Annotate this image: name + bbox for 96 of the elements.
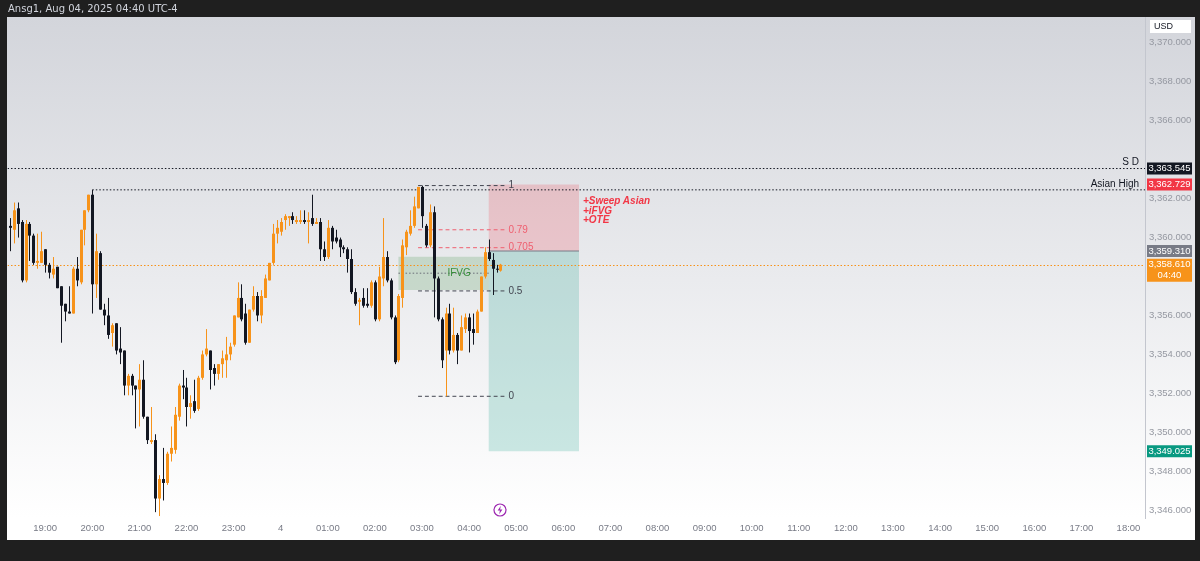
candlestick — [472, 313, 475, 346]
series-label: 1 — [508, 179, 515, 191]
candlestick — [111, 322, 114, 348]
x-tick-label: 10:00 — [739, 522, 764, 534]
x-tick-label: 02:00 — [363, 522, 387, 534]
x-tick-label: 05:00 — [504, 522, 529, 534]
candlestick — [201, 350, 204, 381]
y-tick-label: 3,362.000 — [1149, 192, 1192, 204]
y-tick-label: 3,352.000 — [1149, 386, 1192, 398]
y-tick-label: 3,346.000 — [1149, 503, 1192, 515]
candlestick — [150, 406, 153, 445]
candlestick — [131, 373, 134, 396]
candlestick — [362, 287, 365, 309]
legend-label: IFVG — [447, 267, 471, 279]
x-tick-label: 06:00 — [551, 522, 576, 534]
x-tick-label: 16:00 — [1022, 522, 1047, 534]
series-label: 0 — [508, 390, 515, 402]
x-tick-label: 15:00 — [975, 522, 1000, 534]
candlestick — [256, 291, 259, 322]
candlestick — [158, 474, 161, 517]
y-tick-label: 3,350.000 — [1149, 425, 1192, 437]
candlestick — [358, 297, 361, 326]
candlestick — [162, 447, 165, 501]
candlestick — [138, 363, 141, 427]
y-tick-label: 3,356.000 — [1149, 309, 1192, 321]
candlestick — [488, 239, 491, 262]
y-tick-label: 3,366.000 — [1149, 114, 1192, 126]
candlestick — [370, 279, 373, 309]
series-label: 0.79 — [508, 223, 529, 235]
x-tick-label: 18:00 — [1116, 522, 1141, 534]
series-label: 0.705 — [508, 241, 534, 253]
candlestick — [68, 285, 71, 315]
y-tick-label: 3,360.000 — [1149, 231, 1192, 243]
candlestick — [276, 219, 279, 244]
x-tick-label: 21:00 — [127, 522, 152, 534]
x-tick-label: 01:00 — [315, 522, 340, 534]
candlestick — [476, 309, 479, 334]
y-tick-label: 3,363.545 — [1148, 162, 1191, 174]
candlestick — [311, 194, 314, 227]
candlestick — [40, 231, 43, 264]
candlestick — [323, 240, 326, 262]
candlestick — [193, 379, 196, 414]
y-axis-title: USD — [1154, 20, 1174, 31]
x-tick-label: 19:00 — [33, 522, 58, 534]
y-tick-label: 3,359.310 — [1148, 244, 1191, 256]
candlestick — [189, 394, 192, 420]
x-tick-label: 09:00 — [692, 522, 717, 534]
x-tick-label: 12:00 — [834, 522, 858, 534]
candlestick — [252, 285, 255, 313]
x-tick-label: 17:00 — [1069, 522, 1094, 534]
x-tick-label: 22:00 — [174, 522, 199, 534]
candlestick — [221, 350, 224, 379]
y-tick-label: 3,368.000 — [1149, 75, 1192, 87]
y-tick-label: 3,362.729 — [1148, 178, 1191, 190]
y-tick-label: 3,358.610 — [1148, 258, 1191, 270]
candlestick — [76, 256, 79, 287]
candlestick — [146, 416, 149, 445]
y-tick-label: 3,370.000 — [1149, 36, 1192, 48]
candlestick — [425, 223, 428, 248]
x-tick-label: 08:00 — [645, 522, 670, 534]
candlestick — [107, 297, 110, 340]
x-tick-label: 23:00 — [221, 522, 246, 534]
y-tick-label: 3,349.025 — [1148, 444, 1191, 456]
x-tick-label: 14:00 — [928, 522, 952, 534]
candlestick — [468, 313, 471, 353]
candlestick — [346, 246, 349, 274]
candlestick — [13, 202, 16, 244]
candlestick — [452, 307, 455, 353]
candlestick — [492, 252, 495, 296]
candlestick — [127, 373, 130, 396]
candlestick — [331, 225, 334, 250]
annotation: 04:40 — [1157, 268, 1182, 280]
x-tick-label: 11:00 — [787, 522, 811, 534]
x-tick-label: 4 — [278, 522, 284, 534]
x-tick-label: 07:00 — [598, 522, 623, 534]
candlestick — [456, 332, 459, 365]
x-tick-label: 03:00 — [410, 522, 434, 534]
y-tick-label: 3,348.000 — [1149, 464, 1192, 476]
x-tick-label: 04:00 — [457, 522, 481, 534]
x-tick-label: 20:00 — [80, 522, 105, 534]
candlestick — [386, 250, 389, 283]
candlestick — [366, 287, 369, 309]
series-label: 0.5 — [508, 284, 523, 296]
series-label: Asian High — [1090, 177, 1139, 189]
annotation: +Sweep Asian +iFVG +OTE — [582, 195, 651, 226]
candlestick — [225, 336, 228, 379]
candlestick — [28, 221, 31, 262]
x-tick-label: 13:00 — [881, 522, 905, 534]
candlestick — [209, 350, 212, 390]
candlestick — [460, 314, 463, 352]
candlestick — [44, 248, 47, 274]
legend-label: S D — [1122, 156, 1139, 168]
chart-title: Ansg1, Aug 04, 2025 04:40 UTC-4 — [8, 3, 178, 14]
y-tick-label: 3,354.000 — [1149, 348, 1192, 360]
candlestick — [9, 217, 12, 252]
candlestick — [307, 211, 310, 244]
